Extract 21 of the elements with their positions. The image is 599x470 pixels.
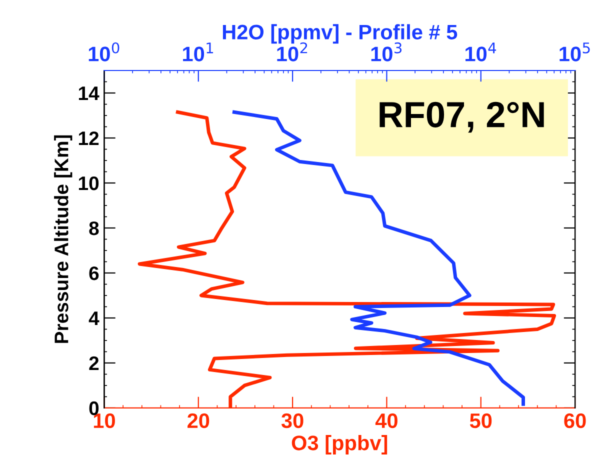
y-tick-label: 4 [88, 312, 100, 326]
x-tick-label: 50 [470, 413, 492, 428]
x-tick-label: 20 [188, 413, 210, 428]
y-axis-title: Pressure Altitude [Km] [54, 135, 72, 343]
annotation: RF07, 2°N [380, 102, 544, 133]
y-tick-label: 14 [78, 86, 100, 100]
x-axis-title: O3 [ppbv] [292, 435, 388, 454]
x2-tick-label: 10$^{1}$ [183, 42, 214, 62]
y-tick-label: 6 [89, 266, 99, 280]
x-tick-label: 30 [281, 413, 304, 428]
x2-tick-label: 10$^{5}$ [560, 42, 590, 62]
y-tick-label: 2 [89, 356, 99, 370]
x2-tick-label: 10$^{3}$ [371, 42, 402, 62]
y-tick-label: 8 [89, 221, 99, 236]
y-tick-label: 12 [78, 131, 99, 146]
y-tick-label: 0 [89, 401, 99, 416]
y-tick-label: 10 [78, 176, 99, 190]
x2-tick-label: 10$^{4}$ [466, 42, 496, 62]
x2-tick-label: 10$^{0}$ [88, 42, 120, 62]
x-tick-label: 40 [375, 413, 398, 428]
x-tick-label: 60 [564, 413, 586, 428]
